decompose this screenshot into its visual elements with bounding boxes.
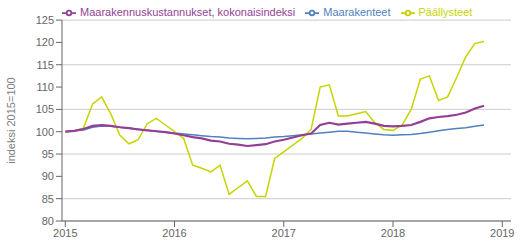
html-text:Maarakenteet: Maarakenteet [323, 6, 391, 18]
svg-text:2015: 2015 [53, 227, 77, 239]
svg-text:115: 115 [36, 59, 54, 71]
svg-text:85: 85 [42, 193, 54, 205]
svg-text:2016: 2016 [162, 227, 186, 239]
svg-text:125: 125 [36, 14, 54, 26]
svg-text:120: 120 [36, 36, 54, 48]
svg-text:2017: 2017 [272, 227, 296, 239]
svg-text:100: 100 [36, 126, 54, 138]
svg-text:90: 90 [42, 170, 54, 182]
html-text:Päällysteet: Päällysteet [418, 6, 473, 18]
svg-text:80: 80 [42, 215, 54, 227]
svg-text:indeksi 2015=100: indeksi 2015=100 [8, 77, 17, 164]
svg-text:95: 95 [42, 148, 54, 160]
svg-text:2018: 2018 [381, 227, 405, 239]
svg-text:105: 105 [36, 103, 54, 115]
html-text:Maarakennuskustannukset, kokon: Maarakennuskustannukset, kokonaisindeksi [80, 6, 296, 18]
svg-text:110: 110 [36, 81, 54, 93]
svg-text:2019: 2019 [490, 227, 514, 239]
